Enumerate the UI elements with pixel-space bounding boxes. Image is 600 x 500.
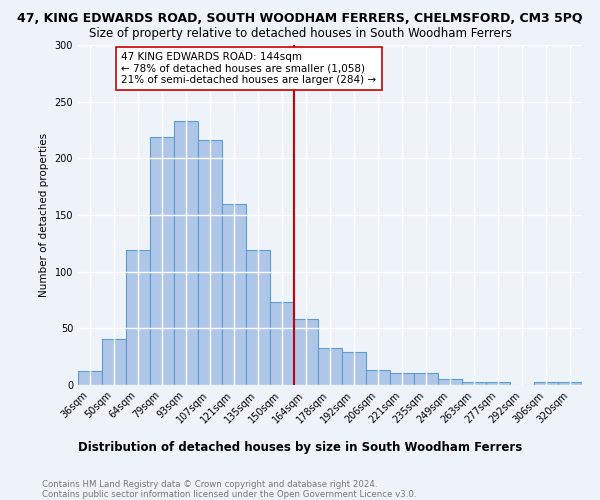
Text: Distribution of detached houses by size in South Woodham Ferrers: Distribution of detached houses by size … (78, 441, 522, 454)
Bar (438, 380, 462, 385)
Bar (222, 204, 246, 385)
Bar (366, 370, 390, 385)
Bar (174, 121, 198, 385)
Bar (534, 382, 558, 385)
Y-axis label: Number of detached properties: Number of detached properties (39, 133, 49, 297)
Bar (318, 348, 342, 385)
Bar (390, 372, 414, 385)
Bar (78, 372, 102, 385)
Bar (126, 250, 150, 385)
Bar (462, 382, 486, 385)
Text: Size of property relative to detached houses in South Woodham Ferrers: Size of property relative to detached ho… (89, 28, 511, 40)
Text: 47, KING EDWARDS ROAD, SOUTH WOODHAM FERRERS, CHELMSFORD, CM3 5PQ: 47, KING EDWARDS ROAD, SOUTH WOODHAM FER… (17, 12, 583, 26)
Bar (294, 320, 318, 385)
Bar (486, 382, 510, 385)
Text: Contains HM Land Registry data © Crown copyright and database right 2024.
Contai: Contains HM Land Registry data © Crown c… (42, 480, 416, 500)
Bar (198, 140, 222, 385)
Bar (342, 352, 366, 385)
Text: 47 KING EDWARDS ROAD: 144sqm
← 78% of detached houses are smaller (1,058)
21% of: 47 KING EDWARDS ROAD: 144sqm ← 78% of de… (121, 52, 376, 85)
Bar (246, 250, 270, 385)
Bar (270, 302, 294, 385)
Bar (102, 338, 126, 385)
Bar (150, 137, 174, 385)
Bar (414, 372, 438, 385)
Bar (558, 382, 582, 385)
